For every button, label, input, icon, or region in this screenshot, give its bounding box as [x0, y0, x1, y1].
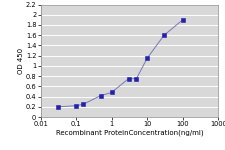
- Y-axis label: OD 450: OD 450: [18, 48, 24, 74]
- X-axis label: Recombinant ProteinConcentration(ng/ml): Recombinant ProteinConcentration(ng/ml): [56, 129, 203, 136]
